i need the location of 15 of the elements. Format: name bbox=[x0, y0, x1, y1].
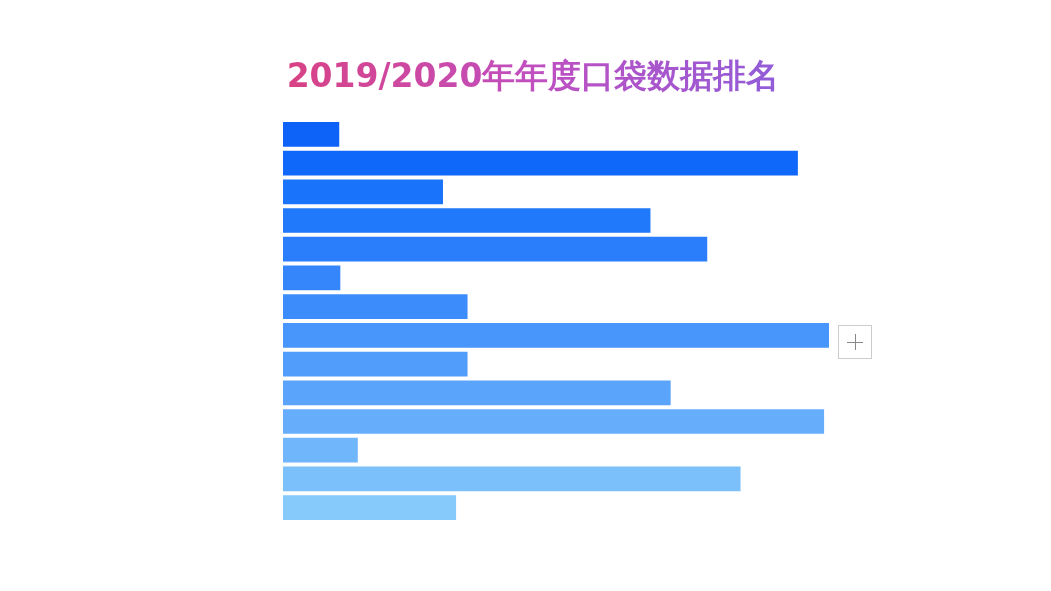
bar bbox=[283, 294, 468, 319]
bar bbox=[283, 150, 798, 176]
bar bbox=[283, 265, 341, 291]
bar bbox=[283, 179, 443, 205]
bar bbox=[283, 409, 825, 434]
chart-title: 2019/2020年年度口袋数据排名 bbox=[0, 54, 1051, 99]
bar bbox=[283, 495, 457, 520]
bar bbox=[283, 323, 829, 348]
bar bbox=[283, 351, 468, 377]
bar bbox=[283, 122, 340, 147]
bar bbox=[283, 437, 358, 463]
bar bbox=[283, 466, 741, 492]
bar bbox=[283, 236, 708, 262]
bar bbox=[283, 380, 671, 406]
bar bbox=[283, 208, 651, 233]
